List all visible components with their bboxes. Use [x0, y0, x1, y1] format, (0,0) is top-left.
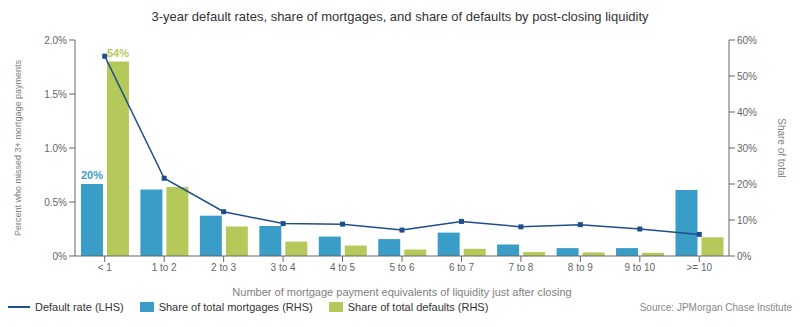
svg-text:20%: 20% [737, 179, 757, 190]
svg-text:5 to 6: 5 to 6 [389, 262, 414, 273]
svg-text:50%: 50% [737, 71, 757, 82]
svg-text:0%: 0% [53, 251, 68, 262]
svg-text:7 to 8: 7 to 8 [508, 262, 533, 273]
svg-text:Percent who missed 3+ mortgage: Percent who missed 3+ mortgage payments [13, 60, 23, 236]
html-text:Share of total mortgages (RHS): Share of total mortgages (RHS) [158, 301, 313, 313]
svg-text:>= 10: >= 10 [686, 262, 712, 273]
svg-text:10%: 10% [737, 215, 757, 226]
svg-text:20%: 20% [81, 169, 103, 181]
svg-text:Number of mortgage payment equ: Number of mortgage payment equivalents o… [232, 286, 571, 298]
svg-text:30%: 30% [737, 143, 757, 154]
svg-text:2.0%: 2.0% [44, 35, 67, 46]
svg-text:60%: 60% [737, 35, 757, 46]
svg-text:4 to 5: 4 to 5 [330, 262, 355, 273]
svg-text:1 to 2: 1 to 2 [152, 262, 177, 273]
svg-text:8 to 9: 8 to 9 [568, 262, 593, 273]
svg-text:Share of total: Share of total [776, 118, 787, 177]
svg-text:9 to 10: 9 to 10 [625, 262, 656, 273]
svg-text:54%: 54% [107, 47, 129, 59]
html-text:Source: JPMorgan Chase Institu: Source: JPMorgan Chase Institute [639, 301, 792, 313]
html-text:3-year default rates, share of: 3-year default rates, share of mortgages… [151, 9, 649, 24]
svg-text:0.5%: 0.5% [44, 197, 67, 208]
svg-text:< 1: < 1 [98, 262, 113, 273]
html-text:Share of total defaults (RHS): Share of total defaults (RHS) [347, 301, 489, 313]
svg-text:1.5%: 1.5% [44, 89, 67, 100]
svg-text:40%: 40% [737, 107, 757, 118]
svg-text:6 to 7: 6 to 7 [449, 262, 474, 273]
svg-text:1.0%: 1.0% [44, 143, 67, 154]
svg-text:0%: 0% [737, 251, 752, 262]
svg-text:3 to 4: 3 to 4 [271, 262, 296, 273]
svg-text:2 to 3: 2 to 3 [211, 262, 236, 273]
html-text:Default rate (LHS): Default rate (LHS) [35, 301, 124, 313]
